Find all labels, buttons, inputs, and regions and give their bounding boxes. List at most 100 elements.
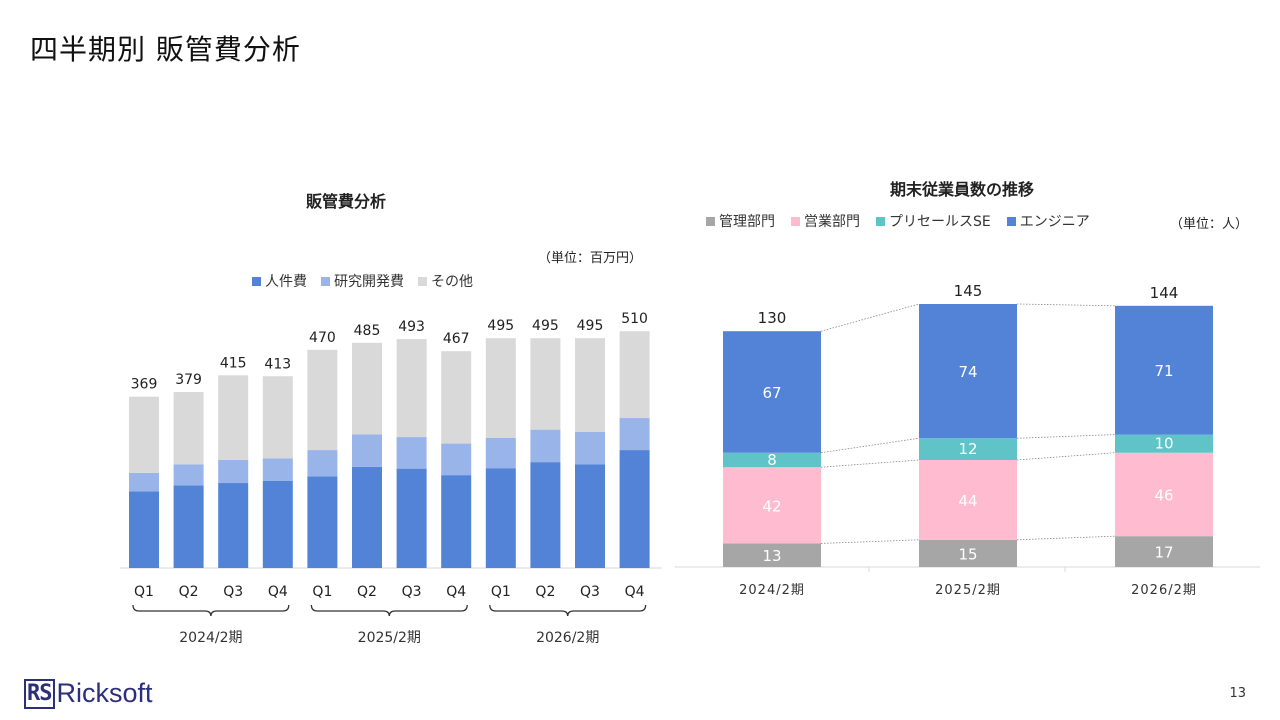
segment-value-label: 12 [958, 440, 977, 458]
legend-item-personnel: 人件費 [252, 271, 307, 291]
legend-label: 管理部門 [719, 214, 775, 230]
legend-swatch [1006, 216, 1016, 226]
legend-label: 研究開発費 [334, 274, 404, 290]
total-label: 470 [309, 330, 336, 346]
ricksoft-logo: RS Ricksoft [24, 678, 153, 709]
fiscal-year-tick-label: 2024/2期 [739, 583, 805, 598]
quarter-tick-label: Q1 [134, 584, 154, 600]
bar-segment-personnel [396, 468, 427, 568]
total-label: 495 [487, 318, 514, 334]
legend-swatch [876, 216, 885, 226]
bar-segment-presales [1115, 434, 1213, 453]
legend-label: エンジニア [1019, 214, 1090, 230]
legend-swatch [252, 276, 261, 286]
total-label: 130 [758, 309, 787, 327]
legend-item-presales: プリセールスSE [876, 211, 991, 231]
connector-line [1016, 434, 1116, 439]
segment-value-label: 67 [762, 384, 781, 402]
bar-segment-sales [919, 459, 1017, 540]
fiscal-year-label: 2024/2期 [179, 630, 242, 646]
quarter-tick-label: Q2 [535, 584, 555, 600]
bar-segment-research [530, 429, 561, 463]
connector-line [820, 437, 920, 454]
fiscal-year-tick-label: 2025/2期 [935, 583, 1001, 598]
bar-segment-research [262, 458, 293, 481]
group-bracket [132, 604, 290, 617]
quarter-tick-label: Q3 [402, 584, 422, 600]
quarter-tick-label: Q3 [223, 584, 243, 600]
legend-label: 営業部門 [804, 214, 860, 230]
legend-item-sales: 営業部門 [791, 211, 860, 231]
bar-segment-personnel [485, 468, 516, 568]
bar-segment-research [396, 437, 427, 469]
bar-segment-engineer [1115, 305, 1213, 435]
bar-segment-other [441, 351, 472, 444]
bar-segment-other [262, 376, 293, 459]
legend-label: 人件費 [265, 274, 307, 290]
bar-segment-personnel [619, 450, 650, 568]
group-bracket [310, 604, 468, 617]
legend-item-research: 研究開発費 [321, 271, 404, 291]
legend-item-admin: 管理部門 [706, 211, 775, 231]
connector-line [820, 459, 920, 468]
quarter-tick-label: Q2 [179, 584, 199, 600]
bar-segment-other [396, 339, 427, 438]
bar-segment-other [352, 342, 382, 435]
bar-segment-sales [723, 467, 821, 544]
segment-value-label: 15 [958, 545, 977, 563]
connector-line [820, 539, 920, 544]
bar-segment-personnel [441, 475, 472, 568]
bar-segment-personnel [218, 483, 249, 568]
headcount-legend: 管理部門 営業部門 プリセールスSE エンジニア [706, 211, 1090, 231]
total-label: 145 [954, 282, 983, 300]
total-label: 510 [621, 311, 648, 327]
legend-item-other: その他 [418, 271, 473, 291]
total-label: 493 [398, 319, 425, 335]
total-label: 495 [532, 318, 559, 334]
total-label: 413 [264, 356, 291, 372]
total-label: 144 [1150, 284, 1179, 302]
quarter-tick-label: Q4 [268, 584, 288, 600]
legend-swatch [321, 276, 330, 286]
fiscal-year-tick-label: 2026/2期 [1131, 583, 1197, 598]
bar-segment-admin [919, 539, 1017, 567]
bar-segment-personnel [262, 480, 293, 568]
quarter-tick-label: Q1 [491, 584, 511, 600]
bar-segment-research [352, 434, 382, 467]
bar-segment-research [173, 464, 204, 486]
sga-chart: 369 Q1 379 Q2 415 Q3 413 Q4 470 Q1 485 Q2 493 Q3 467 Q4… [120, 311, 662, 646]
bar-segment-research [441, 443, 472, 476]
segment-value-label: 13 [762, 547, 781, 565]
logo-name: Ricksoft [56, 678, 153, 708]
bar-segment-other [619, 331, 650, 419]
bar-segment-research [307, 450, 338, 477]
segment-value-label: 8 [767, 451, 777, 469]
bar-segment-presales [919, 438, 1017, 460]
bar-segment-other [129, 396, 159, 473]
fiscal-year-label: 2026/2期 [536, 630, 599, 646]
quarter-tick-label: Q4 [446, 584, 466, 600]
bar-segment-personnel [173, 485, 204, 568]
bar-segment-engineer [723, 331, 821, 453]
quarter-tick-label: Q4 [625, 584, 645, 600]
bar-segment-other [530, 338, 561, 430]
segment-value-label: 42 [762, 497, 781, 515]
bar-segment-other [485, 338, 516, 438]
bar-segment-other [575, 338, 605, 432]
bar-segment-personnel [575, 464, 605, 568]
total-label: 415 [220, 355, 247, 371]
bar-segment-other [173, 392, 204, 465]
bar-segment-admin [1115, 536, 1213, 567]
legend-label: プリセールスSE [889, 214, 991, 230]
legend-swatch [791, 216, 800, 226]
bar-segment-research [575, 431, 605, 465]
page-title: 四半期別 販管費分析 [30, 33, 301, 66]
legend-label: その他 [431, 274, 473, 290]
fiscal-year-label: 2025/2期 [358, 630, 421, 646]
segment-value-label: 44 [958, 492, 977, 510]
bar-segment-other [307, 349, 338, 451]
quarter-tick-label: Q2 [357, 584, 377, 600]
sga-unit-label: （単位：百万円） [538, 251, 643, 266]
segment-value-label: 46 [1154, 486, 1173, 504]
bar-segment-research [218, 459, 249, 484]
